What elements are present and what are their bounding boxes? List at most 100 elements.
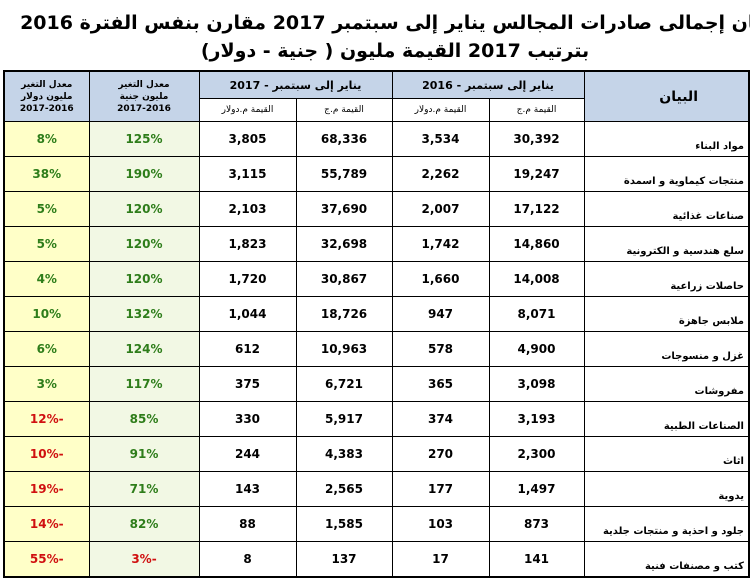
change-cell: -3% (88, 541, 200, 578)
header-cell: يناير إلى سبتمبر - 2016 (391, 70, 585, 99)
change-cell: 71% (88, 471, 200, 507)
change-cell: 85% (88, 401, 200, 437)
title: بيان إجمالى صادرات المجالس يناير إلى سبت… (20, 12, 750, 34)
value-cell: 14,860 (488, 226, 585, 262)
exports-table: البيان يناير إلى سبتمبر - 2016 يناير إلى… (3, 70, 750, 578)
value-cell: 18,726 (295, 296, 393, 332)
item-name: يدوية (583, 471, 750, 507)
table-row: مواد البناء 30,392 3,534 68,336 3,805 125% 8% (3, 121, 750, 157)
value-cell: 4,383 (295, 436, 393, 472)
change-cell: 120% (88, 191, 200, 227)
subheader-cell: القيمة م.ج (488, 98, 585, 122)
change-cell: -12% (3, 401, 90, 437)
item-name: كتب و مصنفات فنية (583, 541, 750, 578)
page: {"header": {"title": "بيان إجمالى صادرات… (3, 12, 750, 578)
value-cell: 88 (198, 506, 297, 542)
value-cell: 10,963 (295, 331, 393, 367)
header-cell: يناير إلى سبتمبر - 2017 (198, 70, 393, 99)
value-cell: 2,300 (488, 436, 585, 472)
table-row: صناعات غذائية 17,122 2,007 37,690 2,103 120% 5… (3, 191, 750, 227)
value-cell: 947 (391, 296, 490, 332)
item-name: حاصلات زراعية (583, 261, 750, 297)
change-cell: 5% (3, 191, 90, 227)
value-cell: 3,534 (391, 121, 490, 157)
value-cell: 17 (391, 541, 490, 578)
change-cell: 8% (3, 121, 90, 157)
value-cell: 2,103 (198, 191, 297, 227)
value-cell: 3,193 (488, 401, 585, 437)
table-row: منتجات كيماوية و اسمدة 19,247 2,262 55,789 3… (3, 156, 750, 192)
value-cell: 19,247 (488, 156, 585, 192)
value-cell: 177 (391, 471, 490, 507)
value-cell: 2,007 (391, 191, 490, 227)
table-row: كتب و مصنفات فنية 141 17 137 8 -3% -55% (3, 541, 750, 578)
value-cell: 17,122 (488, 191, 585, 227)
value-cell: 2,262 (391, 156, 490, 192)
value-cell: 4,900 (488, 331, 585, 367)
subheader-cell: القيمة م.ج (295, 98, 393, 122)
change-cell: 124% (88, 331, 200, 367)
subheader-cell: القيمة م.دولار (198, 98, 297, 122)
item-name: غزل و منسوجات (583, 331, 750, 367)
header-cell: البيان (583, 70, 750, 122)
value-cell: 103 (391, 506, 490, 542)
value-cell: 1,720 (198, 261, 297, 297)
header-line: مليون جنية (119, 91, 169, 102)
value-cell: 270 (391, 436, 490, 472)
table-row: ملابس جاهزة 8,071 947 18,726 1,044 132% 10% (3, 296, 750, 332)
value-cell: 3,805 (198, 121, 297, 157)
header-line: معدل التغير (21, 79, 73, 90)
change-cell: 82% (88, 506, 200, 542)
table-row: غزل و منسوجات 4,900 578 10,963 612 124% 6% (3, 331, 750, 367)
change-cell: 120% (88, 226, 200, 262)
value-cell: 30,867 (295, 261, 393, 297)
change-cell: 132% (88, 296, 200, 332)
value-cell: 1,823 (198, 226, 297, 262)
value-cell: 68,336 (295, 121, 393, 157)
value-cell: 1,497 (488, 471, 585, 507)
value-cell: 8 (198, 541, 297, 578)
change-cell: 10% (3, 296, 90, 332)
table-row: حاصلات زراعية 14,008 1,660 30,867 1,720 120% 4… (3, 261, 750, 297)
value-cell: 1,044 (198, 296, 297, 332)
item-name: سلع هندسية و الكترونية (583, 226, 750, 262)
value-cell: 2,565 (295, 471, 393, 507)
value-cell: 8,071 (488, 296, 585, 332)
item-name: منتجات كيماوية و اسمدة (583, 156, 750, 192)
value-cell: 365 (391, 366, 490, 402)
header-line: 2017-2016 (117, 103, 171, 114)
item-name: جلود و احذية و منتجات جلدية (583, 506, 750, 542)
item-name: صناعات غذائية (583, 191, 750, 227)
value-cell: 5,917 (295, 401, 393, 437)
item-name: مفروشات (583, 366, 750, 402)
table-row: جلود و احذية و منتجات جلدية 873 103 1,585 88… (3, 506, 750, 542)
value-cell: 578 (391, 331, 490, 367)
header-line: مليون دولار (21, 91, 73, 102)
value-cell: 6,721 (295, 366, 393, 402)
value-cell: 612 (198, 331, 297, 367)
value-cell: 244 (198, 436, 297, 472)
table-row: يدوية 1,497 177 2,565 143 71% -19% (3, 471, 750, 507)
change-cell: -10% (3, 436, 90, 472)
header-cell: معدل التغير مليون دولار 2017-2016 (3, 70, 90, 122)
change-cell: 4% (3, 261, 90, 297)
change-cell: 190% (88, 156, 200, 192)
item-name: مواد البناء (583, 121, 750, 157)
value-cell: 143 (198, 471, 297, 507)
header-line: 2017-2016 (19, 103, 74, 114)
change-cell: 120% (88, 261, 200, 297)
table-row: اثاث 2,300 270 4,383 244 91% -10% (3, 436, 750, 472)
change-cell: 117% (88, 366, 200, 402)
value-cell: 37,690 (295, 191, 393, 227)
table-row: مفروشات 3,098 365 6,721 375 117% 3% (3, 366, 750, 402)
value-cell: 3,115 (198, 156, 297, 192)
value-cell: 32,698 (295, 226, 393, 262)
change-cell: 5% (3, 226, 90, 262)
change-cell: -55% (3, 541, 90, 578)
value-cell: 1,660 (391, 261, 490, 297)
value-cell: 14,008 (488, 261, 585, 297)
subtitle: بترتيب 2017 القيمة مليون ( جنية - دولار) (200, 40, 590, 62)
item-name: ملابس جاهزة (583, 296, 750, 332)
value-cell: 137 (295, 541, 393, 578)
item-name: الصناعات الطبية (583, 401, 750, 437)
